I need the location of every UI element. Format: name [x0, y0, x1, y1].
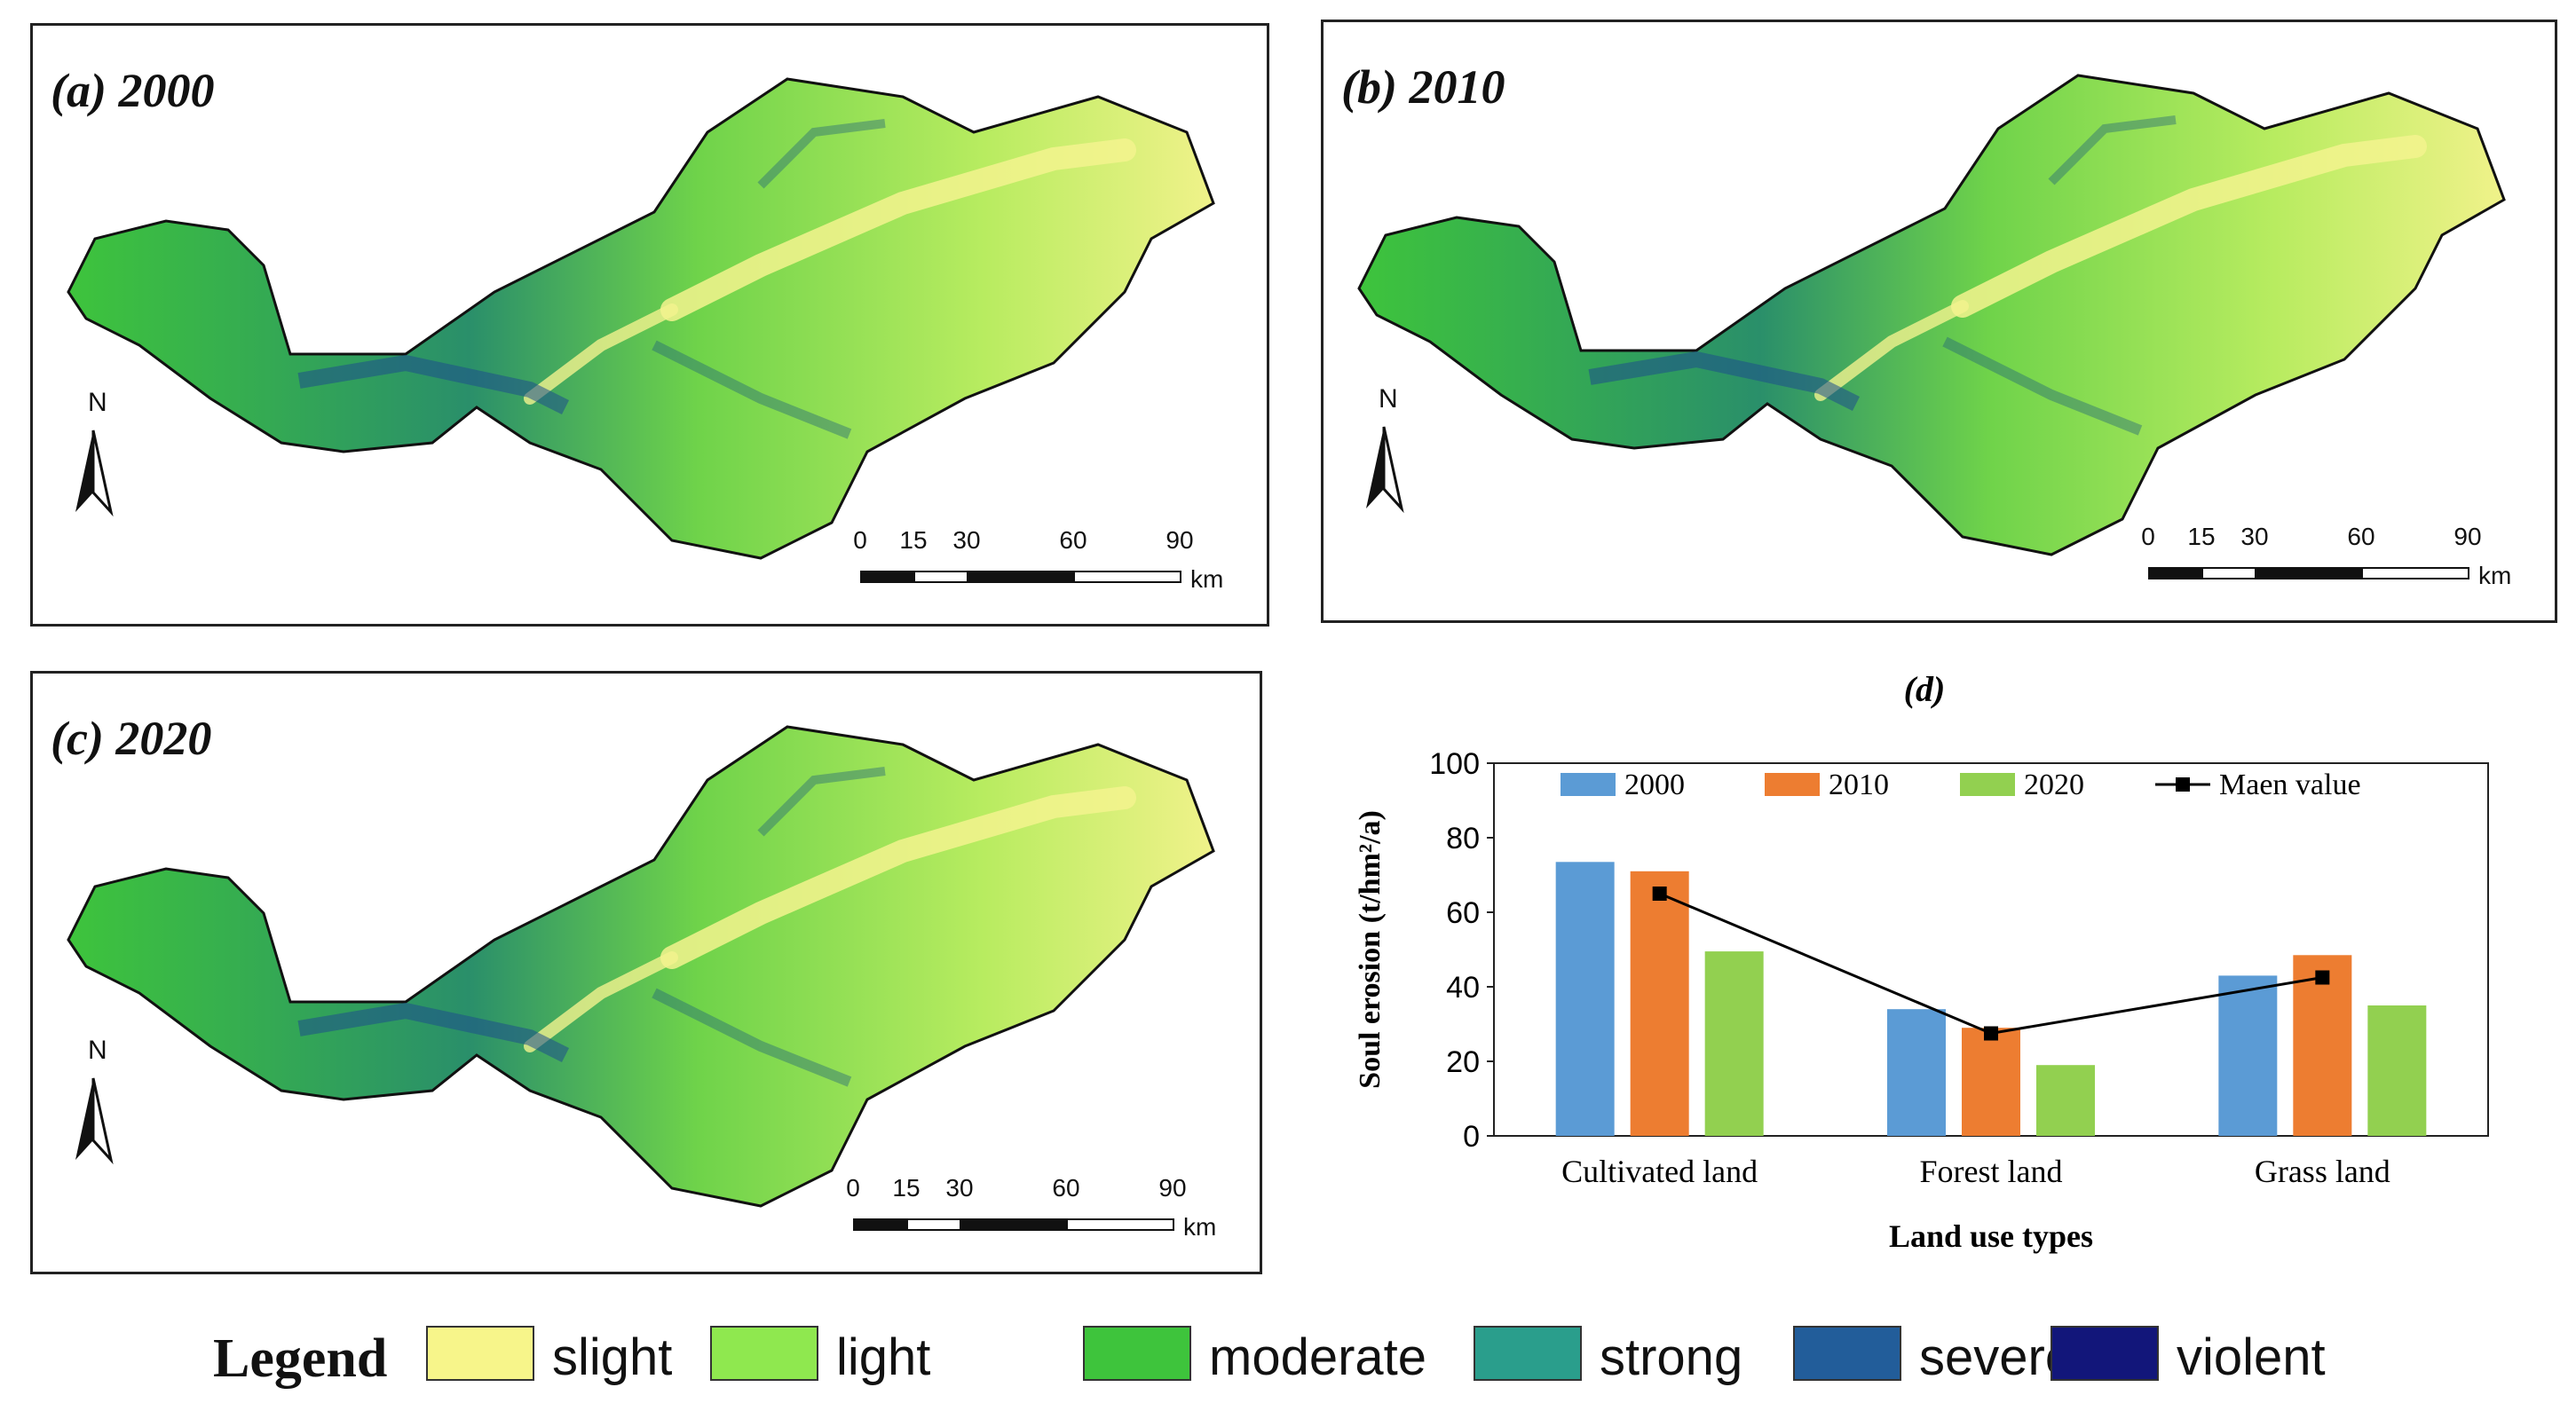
north-label: N: [88, 1036, 107, 1065]
chart-legend-label: 2020: [2024, 768, 2084, 801]
scale-tick-label: 60: [2347, 523, 2375, 550]
bar-2000-grass-land: [2218, 975, 2278, 1136]
north-arrow-icon: [75, 430, 114, 517]
chart-legend-label: Maen value: [2219, 768, 2361, 801]
north-arrow: N: [59, 388, 130, 530]
legend: Legend slight light moderate strong severe vi…: [213, 1322, 2556, 1393]
scale-tick-label: 0: [2141, 523, 2155, 550]
bar-2000-cultivated-land: [1555, 862, 1615, 1136]
legend-swatch: [710, 1326, 818, 1381]
chart-legend-marker: [2176, 777, 2190, 792]
scale-bar-graphic: [2148, 567, 2469, 579]
bar-2020-cultivated-land: [1704, 951, 1764, 1136]
map-panel-2020: (c) 2020 N 0 15 30 60 90 km: [30, 671, 1262, 1274]
legend-label: strong: [1600, 1328, 1743, 1386]
x-axis-label: Land use types: [1889, 1218, 2093, 1254]
bar-2020-forest-land: [2036, 1065, 2095, 1136]
bar-2000-forest-land: [1887, 1009, 1946, 1136]
scale-bar-graphic: [860, 571, 1181, 583]
scale-tick-label: 90: [1166, 526, 1194, 554]
north-arrow-icon: [75, 1077, 114, 1165]
legend-swatch: [1083, 1326, 1191, 1381]
mean-value-point: [2315, 970, 2330, 985]
scale-unit: km: [1183, 1213, 1217, 1241]
scale-bar: 0 15 30 60 90 km: [853, 526, 1223, 597]
chart-legend-swatch-2020: [1960, 773, 2015, 796]
chart-svg: (d) 0 20 40 60 80 100 Cultivated land Forest lan…: [1354, 669, 2489, 1254]
north-arrow: N: [1350, 384, 1421, 526]
chart-panel-label: (d): [1904, 669, 1946, 709]
legend-title: Legend: [213, 1328, 388, 1389]
scale-bar: 0 15 30 60 90 km: [846, 1174, 1216, 1245]
bar-2010-cultivated-land: [1630, 871, 1689, 1136]
y-tick-label: 80: [1446, 822, 1480, 855]
chart-legend-swatch-2000: [1561, 773, 1616, 796]
x-tick-label: Forest land: [1920, 1154, 2063, 1189]
x-tick-label: Grass land: [2255, 1154, 2390, 1189]
y-axis-label: Soul erosion (t/hm²/a): [1354, 810, 1387, 1089]
scale-tick-label: 0: [853, 526, 867, 554]
bar-2020-grass-land: [2367, 1005, 2427, 1136]
mean-value-point: [1984, 1026, 1998, 1041]
legend-label: light: [836, 1328, 931, 1386]
scale-tick-label: 60: [1052, 1174, 1080, 1202]
scale-tick-label: 90: [1158, 1174, 1187, 1202]
scale-tick-label: 15: [899, 526, 928, 554]
legend-label: slight: [552, 1328, 673, 1386]
north-arrow: N: [59, 1036, 130, 1178]
legend-swatch: [1474, 1326, 1582, 1381]
panel-title: (c) 2020: [51, 712, 212, 765]
y-tick-label: 100: [1429, 747, 1480, 781]
scale-tick-label: 0: [846, 1174, 860, 1202]
north-label: N: [1379, 384, 1398, 414]
map-panel-2000: (a) 2000 N 0 15 30 60 90 km: [30, 23, 1269, 627]
mean-value-point: [1652, 887, 1667, 901]
scale-tick-label: 30: [945, 1174, 974, 1202]
scale-tick-label: 15: [2187, 523, 2216, 550]
legend-label: moderate: [1209, 1328, 1427, 1386]
legend-swatch: [2051, 1326, 2159, 1381]
y-tick-label: 0: [1463, 1120, 1480, 1154]
map-panel-2010: (b) 2010 N 0 15 30 60 90 km: [1321, 20, 2557, 623]
legend-label: severe: [1919, 1328, 2074, 1386]
y-tick-label: 20: [1446, 1045, 1480, 1079]
north-arrow-icon: [1366, 426, 1404, 514]
scale-tick-label: 30: [952, 526, 981, 554]
scale-tick-label: 90: [2454, 523, 2482, 550]
scale-unit: km: [2478, 562, 2512, 589]
scale-bar: 0 15 30 60 90 km: [2141, 523, 2511, 594]
chart-legend-swatch-2010: [1765, 773, 1820, 796]
y-tick-label: 60: [1446, 896, 1480, 930]
scale-bar-graphic: [853, 1218, 1174, 1231]
panel-title: (b) 2010: [1341, 60, 1505, 114]
north-label: N: [88, 388, 107, 417]
legend-label: violent: [2177, 1328, 2326, 1386]
x-tick-label: Cultivated land: [1561, 1154, 1758, 1189]
panel-title: (a) 2000: [51, 64, 215, 117]
y-tick-label: 40: [1446, 971, 1480, 1005]
legend-swatch: [426, 1326, 534, 1381]
bar-2010-grass-land: [2293, 955, 2352, 1136]
scale-tick-label: 60: [1059, 526, 1087, 554]
scale-tick-label: 15: [892, 1174, 921, 1202]
legend-swatch: [1793, 1326, 1901, 1381]
scale-unit: km: [1190, 565, 1224, 593]
scale-tick-label: 30: [2240, 523, 2269, 550]
chart-legend-label: 2000: [1624, 768, 1685, 801]
erosion-bar-chart: (d) 0 20 40 60 80 100 Cultivated land Forest lan…: [1321, 657, 2564, 1296]
bar-2010-forest-land: [1962, 1028, 2020, 1136]
chart-legend-label: 2010: [1829, 768, 1889, 801]
